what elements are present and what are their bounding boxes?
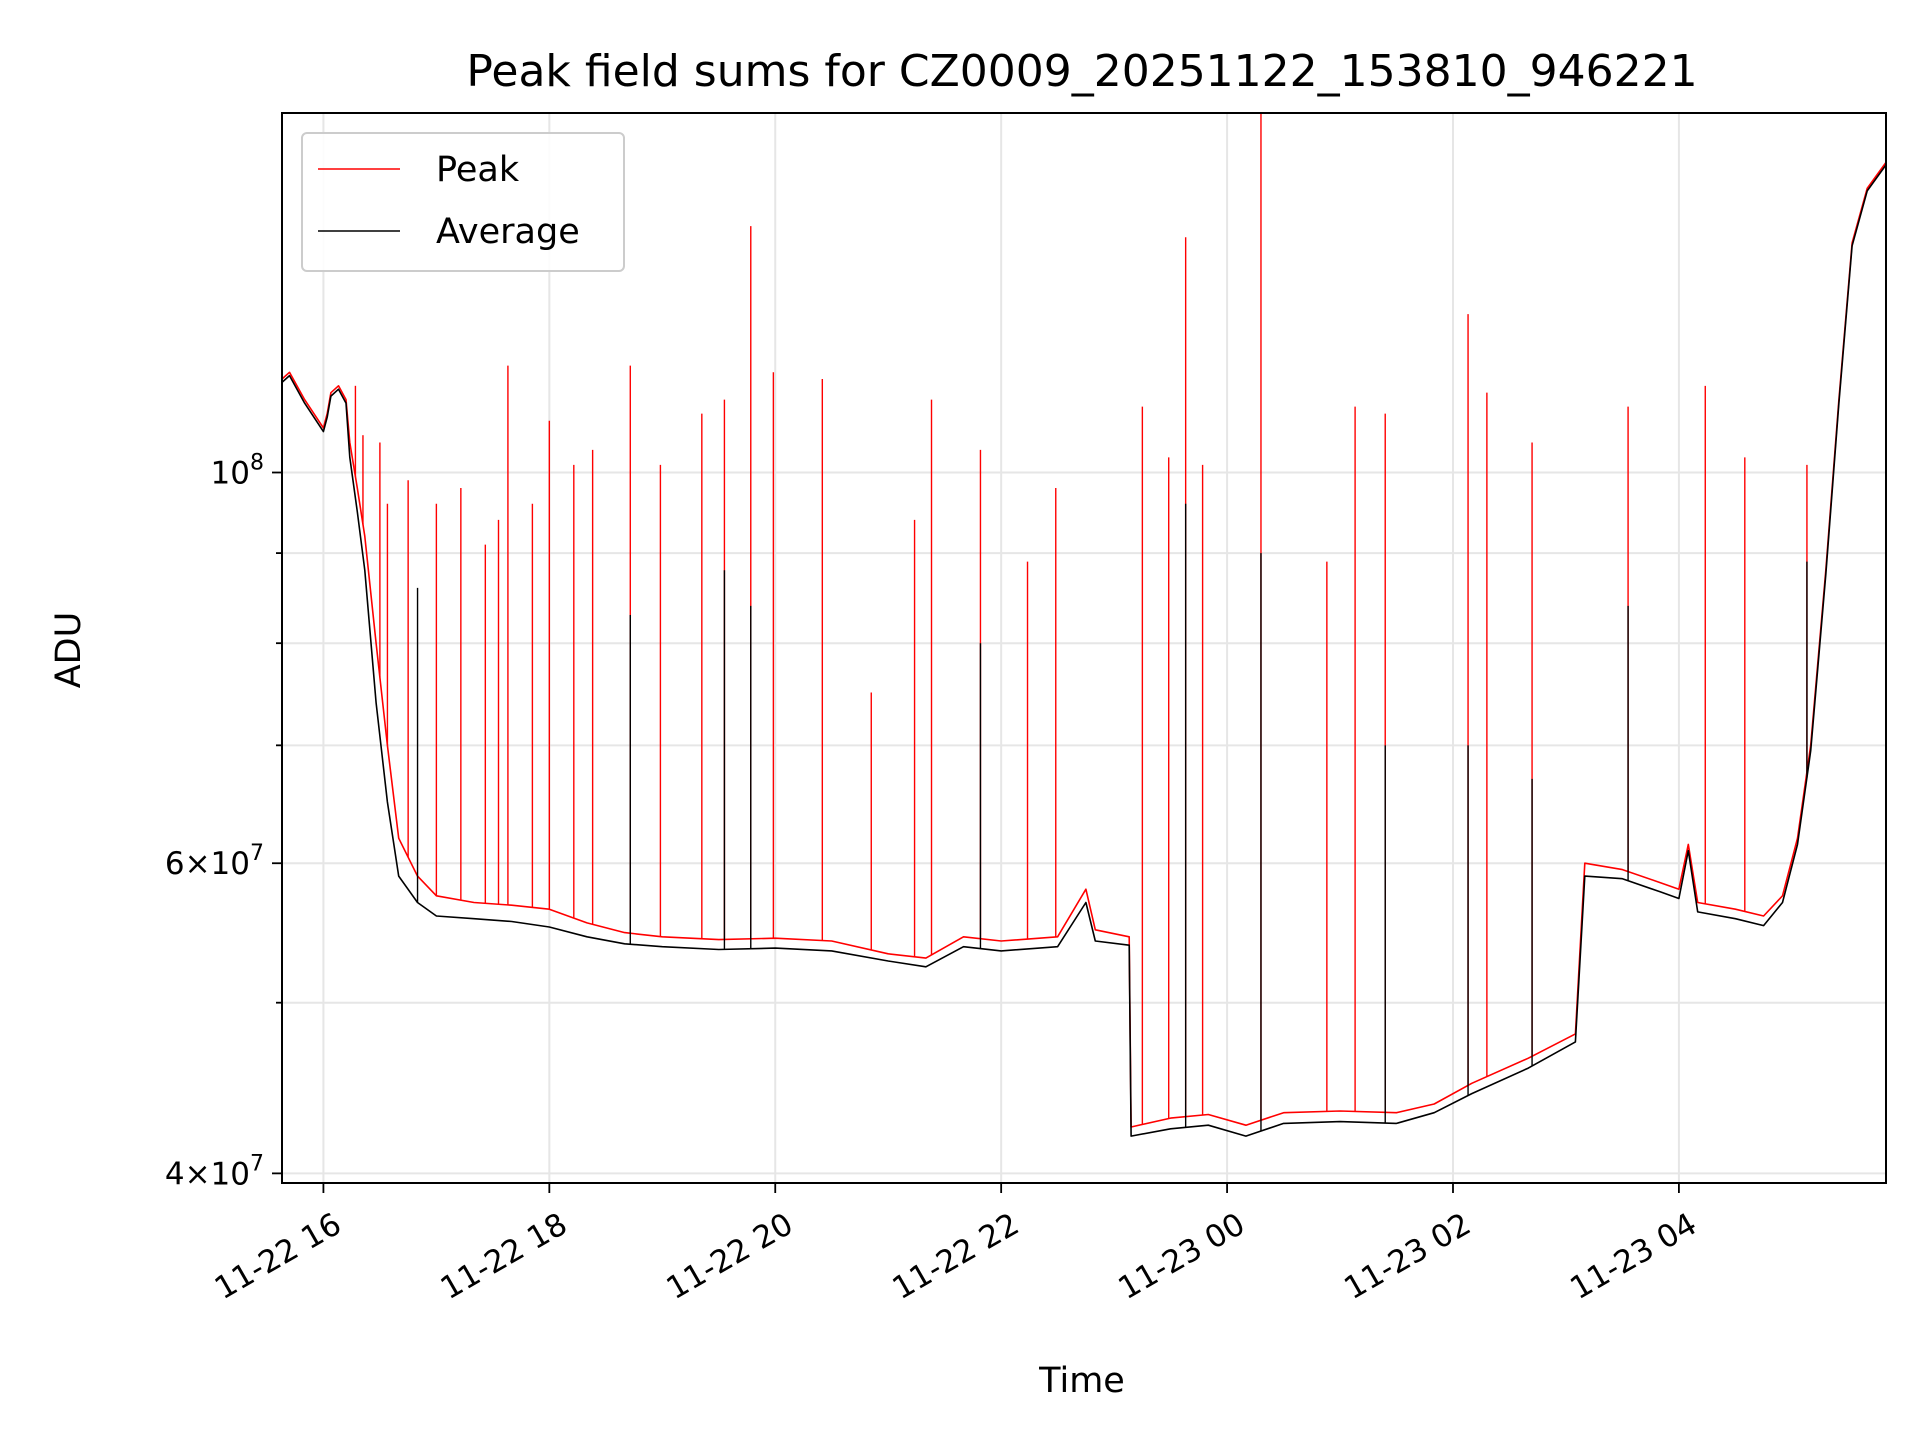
y-axis-label: ADU [49,612,89,689]
plot-frame [281,112,1887,1184]
series-line-average [281,164,1887,1137]
y-axis: 4×107 6×107 108 [165,451,282,1192]
x-axis-label: Time [1038,1361,1125,1401]
y-tick-label: 6×107 [165,841,264,882]
series-layer [281,113,1887,1137]
y-tick-label: 4×107 [165,1151,264,1192]
legend-label-peak: Peak [436,150,520,190]
y-tick-label: 108 [211,451,264,492]
series-line-peak [281,161,1887,1128]
legend-label-average: Average [436,212,580,252]
legend: Peak Average [301,132,625,272]
chart-title: Peak field sums for CZ0009_20251122_1538… [466,46,1697,97]
legend-box [301,132,625,272]
